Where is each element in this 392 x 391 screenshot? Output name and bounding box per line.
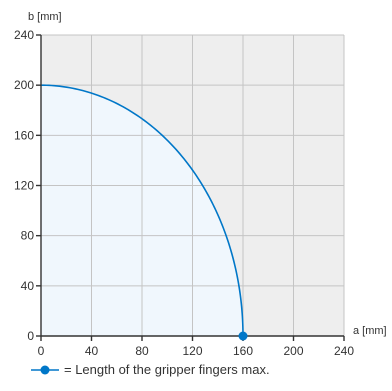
x-tick-label: 200 xyxy=(283,344,303,358)
y-axis-title: b [mm] xyxy=(28,11,62,23)
x-tick-label: 160 xyxy=(233,344,253,358)
chart: 0 40 80 120 160 200 240 0 40 80 120 160 200 240 a [mm… xyxy=(14,11,387,358)
y-tick-label: 40 xyxy=(21,279,35,293)
x-tick-label: 120 xyxy=(182,344,202,358)
grid-lines xyxy=(41,34,345,336)
y-tick-label: 120 xyxy=(14,179,34,193)
tick-labels: 0 40 80 120 160 200 240 0 40 80 120 160 200 240 xyxy=(14,28,354,358)
x-tick-label: 240 xyxy=(334,344,354,358)
x-tick-label: 0 xyxy=(38,344,45,358)
x-tick-label: 80 xyxy=(135,344,149,358)
y-tick-label: 80 xyxy=(21,229,35,243)
x-axis-title: a [mm] xyxy=(353,325,387,337)
x-tick-label: 40 xyxy=(85,344,99,358)
legend-text: = Length of the gripper fingers max. xyxy=(64,362,270,377)
y-tick-label: 0 xyxy=(27,329,34,343)
ellipse-curve xyxy=(40,84,244,337)
y-tick-label: 160 xyxy=(14,128,34,142)
y-tick-label: 200 xyxy=(14,78,34,92)
y-tick-label: 240 xyxy=(14,28,34,42)
legend-marker-icon xyxy=(31,365,59,374)
axes xyxy=(36,34,345,341)
max-length-marker xyxy=(238,331,248,341)
legend: = Length of the gripper fingers max. xyxy=(30,362,270,377)
